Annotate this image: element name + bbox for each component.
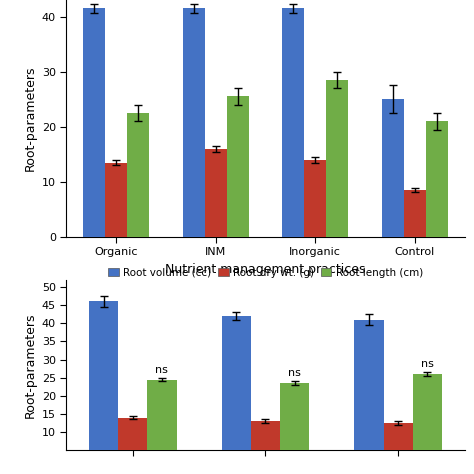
- Text: ns: ns: [421, 359, 434, 369]
- Bar: [183, 8, 205, 237]
- Bar: [355, 319, 383, 468]
- Bar: [426, 121, 447, 237]
- Bar: [83, 8, 105, 237]
- Bar: [251, 421, 280, 468]
- Bar: [383, 423, 413, 468]
- Legend: Root volume (cc), Root dry wt. (g), Root length (cm): Root volume (cc), Root dry wt. (g), Root…: [104, 264, 427, 282]
- Bar: [304, 160, 326, 237]
- Text: ns: ns: [155, 365, 168, 375]
- Bar: [105, 163, 127, 237]
- Bar: [118, 418, 147, 468]
- Bar: [413, 374, 442, 468]
- Bar: [147, 380, 176, 468]
- Text: ns: ns: [288, 368, 301, 378]
- Bar: [326, 80, 348, 237]
- Bar: [205, 149, 227, 237]
- Bar: [222, 316, 251, 468]
- Bar: [280, 383, 309, 468]
- Y-axis label: Root-parameters: Root-parameters: [23, 66, 36, 171]
- Y-axis label: Root-parameters: Root-parameters: [23, 312, 36, 418]
- Bar: [283, 8, 304, 237]
- Bar: [404, 190, 426, 237]
- Bar: [227, 96, 248, 237]
- Bar: [127, 113, 149, 237]
- Bar: [382, 99, 404, 237]
- Bar: [89, 301, 118, 468]
- X-axis label: Nutrient management practices: Nutrient management practices: [165, 263, 365, 276]
